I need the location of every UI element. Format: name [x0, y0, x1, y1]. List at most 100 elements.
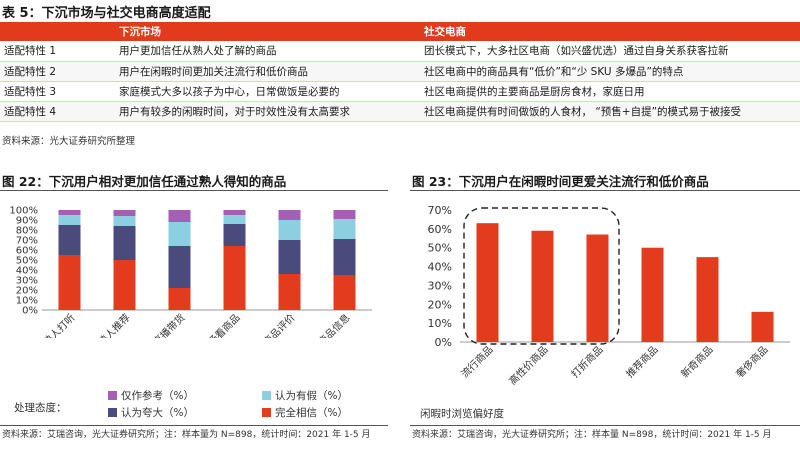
- bar-segment: [113, 216, 136, 226]
- y-tick-label: 60%: [16, 246, 38, 257]
- table-cell: 用户更加信任从熟人处了解的商品: [115, 41, 420, 62]
- table-header-cell: 社交电商: [420, 22, 800, 41]
- bar-segment: [223, 210, 246, 215]
- bar: [476, 223, 499, 342]
- bar-segment: [278, 210, 301, 220]
- y-tick-label: 30%: [428, 279, 452, 292]
- y-tick-label: 0%: [435, 336, 452, 349]
- bar-segment: [223, 224, 246, 246]
- bar-segment: [58, 215, 81, 225]
- bar-segment: [278, 240, 301, 274]
- y-tick-label: 50%: [16, 256, 38, 267]
- legend-swatch-fake: [262, 391, 271, 400]
- table-cell: 适配特性 1: [0, 41, 115, 62]
- bar-segment: [168, 222, 191, 246]
- legend-swatch-trust: [262, 408, 271, 417]
- bar-segment: [58, 210, 81, 215]
- figure23-title: 图 23：下沉用户在闲暇时间更爱关注流行和低价商品: [412, 174, 709, 189]
- table-header-cell: 下沉市场: [115, 22, 420, 41]
- table-cell: 家庭模式大多以孩子为中心，日常做饭是必要的: [115, 81, 420, 102]
- legend-label-exaggerated: 认为夸大（%）: [121, 407, 194, 419]
- x-tick-label: 高性价商品: [506, 343, 551, 388]
- legend-label-reference: 仅作参考（%）: [121, 390, 194, 402]
- x-tick-label: 新奇商品: [678, 343, 715, 380]
- bar-segment: [168, 246, 191, 288]
- y-tick-label: 60%: [428, 223, 452, 236]
- y-tick-label: 70%: [16, 236, 38, 247]
- y-tick-label: 20%: [16, 286, 38, 297]
- bar-segment: [333, 210, 356, 219]
- table-row: 适配特性 1 用户更加信任从熟人处了解的商品 团长模式下，大多社区电商（如兴盛优…: [0, 41, 800, 62]
- bar: [696, 257, 719, 342]
- x-tick-label: 商场看商品: [198, 311, 243, 338]
- figure22-source: 资料来源：艾瑞咨询，光大证券研究所；注：样本量为 N=898，统计时间：2021…: [2, 430, 371, 440]
- bar-segment: [333, 275, 356, 310]
- table-cell: 社区电商中的商品具有“低价”和“少 SKU 多爆品”的特点: [420, 61, 800, 82]
- x-tick-label: 推荐商品: [623, 343, 660, 380]
- bar-segment: [333, 219, 356, 239]
- table-cell: 社区电商提供的主要商品是厨房食材，家庭日用: [420, 81, 800, 102]
- table-cell: 用户在闲暇时间更加关注流行和低价商品: [115, 61, 420, 82]
- y-tick-label: 40%: [428, 261, 452, 274]
- x-tick-label: 奢侈商品: [733, 343, 770, 380]
- table-row: 适配特性 4 用户有较多的闲暇时间，对于时效性没有太高要求 社区电商提供有时间做…: [0, 101, 800, 122]
- bar: [586, 234, 609, 342]
- legend-title: 处理态度：: [14, 402, 67, 414]
- y-tick-label: 90%: [16, 216, 38, 227]
- figure22-top-rule: [0, 190, 388, 191]
- x-tick-label: 购物网站商品评价: [232, 311, 298, 338]
- bar-segment: [333, 239, 356, 275]
- legend-swatch-exaggerated: [108, 408, 117, 417]
- bar-segment: [168, 288, 191, 310]
- table-cell: 适配特性 4: [0, 101, 115, 122]
- figure23-top-rule: [410, 190, 800, 191]
- table-header-cell: [0, 22, 115, 41]
- table-cell: 适配特性 3: [0, 81, 115, 102]
- table-header-row: 下沉市场 社交电商: [0, 22, 800, 41]
- table-row: 适配特性 2 用户在闲暇时间更加关注流行和低价商品 社区电商中的商品具有“低价”…: [0, 61, 800, 82]
- bar-chart: 0% 10% 20% 30% 40% 50% 60% 70% 流行商品 高性价商品 打折商品 推荐商品…: [428, 204, 790, 388]
- bar-segment: [223, 246, 246, 310]
- bar-segment: [278, 220, 301, 240]
- stacked-bar-chart: 0%10%20%30%40%50%60%70%80%90%100% 熟人打听 熟人推…: [9, 206, 372, 338]
- x-axis-label: 闲暇时浏览偏好度: [420, 408, 504, 420]
- table-source: 资料来源：光大证券研究所整理: [2, 136, 136, 147]
- x-tick-label: 熟人打听: [40, 311, 77, 338]
- y-tick-label: 50%: [428, 242, 452, 255]
- figure22-bottom-rule: [0, 425, 388, 426]
- table-title: 表 5：下沉市场与社交电商高度适配: [2, 6, 211, 21]
- bar: [641, 247, 664, 342]
- bar: [751, 311, 774, 342]
- highlight-box: [463, 207, 620, 345]
- y-tick-label: 10%: [428, 317, 452, 330]
- y-tick-label: 40%: [16, 266, 38, 277]
- bar: [531, 230, 554, 342]
- bar-segment: [113, 226, 136, 260]
- bar-segment: [58, 255, 81, 310]
- bar-segment: [58, 225, 81, 255]
- x-tick-label: 熟人推荐: [95, 311, 132, 338]
- x-tick-label: 流行商品: [458, 343, 495, 380]
- y-tick-label: 30%: [16, 276, 38, 287]
- x-tick-label: 搜索得商品信息: [294, 311, 353, 338]
- table-cell: 社区电商提供有时间做饭的人食材， “预售+自提”的模式易于被接受: [420, 101, 800, 122]
- y-tick-label: 80%: [16, 226, 38, 237]
- figure23-source: 资料来源：艾瑞咨询，光大证券研究所；注：样本量 N=898，统计时间：2021 …: [412, 430, 772, 440]
- y-tick-label: 10%: [16, 296, 38, 307]
- table-row: 适配特性 3 家庭模式大多以孩子为中心，日常做饭是必要的 社区电商提供的主要商品…: [0, 81, 800, 102]
- y-tick-label: 0%: [22, 306, 38, 317]
- bar-segment: [223, 215, 246, 224]
- table-cell: 团长模式下，大多社区电商（如兴盛优选）通过自身关系获客拉新: [420, 41, 800, 62]
- y-tick-label: 100%: [9, 206, 38, 217]
- legend-label-trust: 完全相信（%）: [275, 407, 348, 419]
- x-tick-label: 直播带货: [150, 311, 187, 338]
- y-tick-label: 20%: [428, 298, 452, 311]
- y-tick-label: 70%: [428, 204, 452, 217]
- figure22-title: 图 22：下沉用户相对更加信任通过熟人得知的商品: [2, 174, 287, 189]
- legend-swatch-reference: [108, 391, 117, 400]
- legend-label-fake: 认为有假（%）: [275, 390, 348, 402]
- bar-segment: [113, 210, 136, 216]
- bar-segment: [168, 210, 191, 222]
- x-tick-label: 打折商品: [568, 343, 605, 380]
- table-cell: 用户有较多的闲暇时间，对于时效性没有太高要求: [115, 101, 420, 122]
